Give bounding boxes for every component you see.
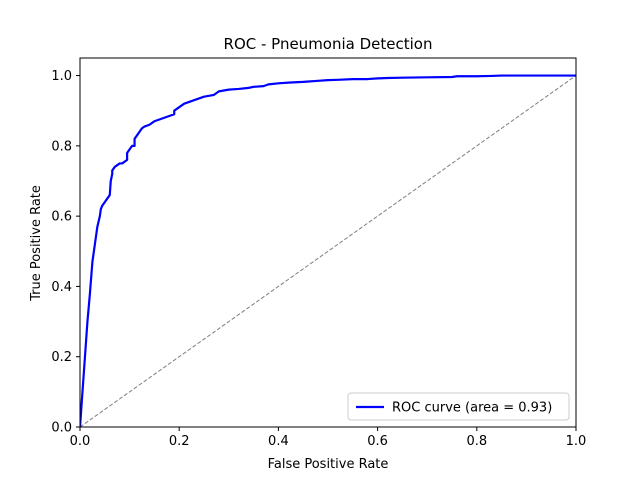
- x-tick-label: 0.2: [169, 434, 190, 449]
- axis-ticks: 0.0 0.2 0.4 0.6 0.8 1.0 0.0 0.2 0.4 0.6 0.8 1.0: [51, 69, 586, 449]
- x-tick-label: 0.8: [466, 434, 487, 449]
- legend: ROC curve (area = 0.93): [347, 392, 570, 421]
- chart-title: ROC - Pneumonia Detection: [224, 35, 433, 53]
- legend-box: [347, 392, 570, 421]
- y-tick-label: 1.0: [51, 69, 72, 84]
- axes-frame: [79, 57, 577, 428]
- y-tick-label: 0.6: [51, 210, 72, 225]
- y-tick-label: 0.8: [51, 139, 72, 154]
- x-tick-label: 0.0: [70, 434, 91, 449]
- plot-area: [79, 57, 577, 428]
- x-axis-label: False Positive Rate: [268, 457, 389, 472]
- roc-curve-line: [80, 74, 576, 427]
- y-tick-label: 0.2: [51, 350, 72, 365]
- y-tick-label: 0.4: [51, 280, 72, 295]
- x-tick-label: 0.6: [367, 434, 388, 449]
- chance-line: [80, 75, 576, 427]
- x-tick-label: 1.0: [566, 434, 587, 449]
- x-tick-label: 0.4: [268, 434, 289, 449]
- y-axis-label: True Positive Rate: [29, 185, 44, 302]
- y-tick-label: 0.0: [51, 421, 72, 436]
- legend-entry-label: ROC curve (area = 0.93): [392, 401, 552, 416]
